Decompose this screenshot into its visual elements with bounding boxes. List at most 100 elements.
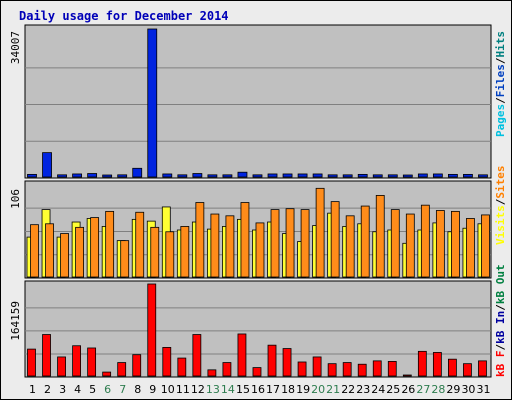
sites-bar-day-21 [330,201,340,278]
files-bar-day-2 [42,152,52,178]
kbytes-bar-day-23 [357,363,367,377]
files-bar-day-3 [57,174,67,178]
legend-pages-files-hits-item: Files [494,64,507,97]
x-tick-label-day-27: 27 [416,383,430,396]
x-tick-label-day-20: 20 [311,383,325,396]
kbytes-bar-day-3 [57,356,66,377]
x-tick-label-day-15: 15 [236,383,250,396]
kbytes-bar-day-30 [463,363,472,377]
files-bar-day-23 [357,173,368,178]
panel-1-background [24,24,492,179]
legend-visits-sites-item: Visits [494,205,507,245]
legend-kbytes-item: kB F [494,351,507,378]
x-tick-label-day-2: 2 [44,383,51,396]
legend-pages-files-hits: Pages/Files/Hits [494,31,507,137]
sites-bar-day-5 [90,217,100,278]
kbytes-bar-day-19 [297,361,307,377]
sites-bar-day-26 [405,213,415,278]
sites-bar-day-7 [120,240,130,278]
kbytes-bar-day-9 [147,283,157,377]
sites-bar-day-29 [451,210,460,278]
legend-kbytes-item: / [494,304,507,311]
sites-bar-day-31 [481,214,490,278]
files-bar-day-15 [237,171,248,178]
files-bar-day-10 [162,173,173,178]
files-bar-day-7 [117,174,128,178]
files-bar-day-30 [463,173,473,178]
sites-bar-day-11 [180,226,190,278]
legend-visits-sites-item: / [494,198,507,205]
files-bar-day-16 [252,174,263,178]
kbytes-bar-day-31 [478,360,487,377]
kbytes-bar-day-22 [342,362,352,377]
kbytes-bar-day-29 [448,358,457,377]
legend-visits-sites: Visits/Sites [494,166,507,246]
sites-bar-day-13 [210,213,220,278]
kbytes-bar-day-21 [327,363,337,377]
files-bar-day-27 [417,173,428,178]
sites-bar-day-15 [240,202,250,278]
x-tick-label-day-29: 29 [446,383,460,396]
kbytes-bar-day-17 [267,344,277,377]
x-tick-label-day-18: 18 [281,383,295,396]
legend-kbytes-item: kB In [494,311,507,344]
files-bar-day-4 [72,173,82,178]
kbytes-bar-day-27 [417,350,427,377]
x-tick-label-day-1: 1 [29,383,36,396]
files-bar-day-19 [297,173,308,178]
sites-bar-day-10 [165,231,175,278]
files-bar-day-21 [327,174,338,178]
kbytes-bar-day-5 [87,347,97,377]
legend-pages-files-hits-item: Pages [494,104,507,137]
sites-bar-day-8 [135,211,145,278]
kbytes-bar-day-6 [102,371,112,377]
x-tick-label-day-4: 4 [74,383,81,396]
files-bar-day-29 [448,173,458,178]
legend-kbytes-item: kB Out [494,264,507,304]
legend-kbytes: kB F/kB In/kB Out [494,264,507,377]
files-bar-day-18 [282,173,293,178]
files-bar-day-14 [222,174,233,178]
sites-bar-day-19 [300,209,310,278]
sites-bar-day-4 [75,226,84,278]
files-bar-day-5 [87,173,98,178]
x-tick-label-day-17: 17 [266,383,280,396]
panel-1-y-max-label: 34007 [9,31,22,64]
x-tick-label-day-7: 7 [119,383,126,396]
sites-bar-day-28 [435,210,445,278]
kbytes-bar-day-28 [432,352,442,377]
legend-kbytes-item: / [494,344,507,351]
files-bar-day-25 [387,174,398,178]
panel-2-y-max-label: 106 [9,189,22,209]
kbytes-bar-day-11 [177,357,187,377]
sites-bar-day-14 [225,215,235,278]
x-tick-label-day-22: 22 [341,383,355,396]
x-tick-label-day-23: 23 [356,383,370,396]
kbytes-bar-day-25 [387,361,397,377]
files-bar-day-6 [102,174,113,178]
sites-bar-day-17 [270,209,280,278]
files-bar-day-31 [478,174,488,178]
sites-bar-day-9 [150,226,160,278]
x-tick-label-day-13: 13 [206,383,220,396]
sites-bar-day-18 [285,208,295,278]
panel-3-background [24,280,492,378]
legend-visits-sites-item: Sites [494,166,507,199]
sites-bar-day-16 [255,222,265,278]
x-tick-label-day-19: 19 [296,383,310,396]
kbytes-bar-day-20 [312,356,322,377]
sites-bar-day-2 [45,223,54,278]
kbytes-bar-day-7 [117,362,127,377]
kbytes-bar-day-24 [372,360,382,377]
files-bar-day-1 [27,173,37,178]
files-bar-day-20 [312,173,323,178]
files-bar-day-11 [177,174,188,178]
kbytes-bar-day-8 [132,354,142,377]
x-tick-label-day-11: 11 [176,383,190,396]
x-tick-label-day-6: 6 [104,383,111,396]
x-tick-label-day-26: 26 [401,383,415,396]
files-bar-day-13 [207,174,218,178]
kbytes-bar-day-18 [282,348,292,377]
panel-3-y-max-label: 164159 [9,301,22,341]
x-tick-label-day-3: 3 [59,383,66,396]
